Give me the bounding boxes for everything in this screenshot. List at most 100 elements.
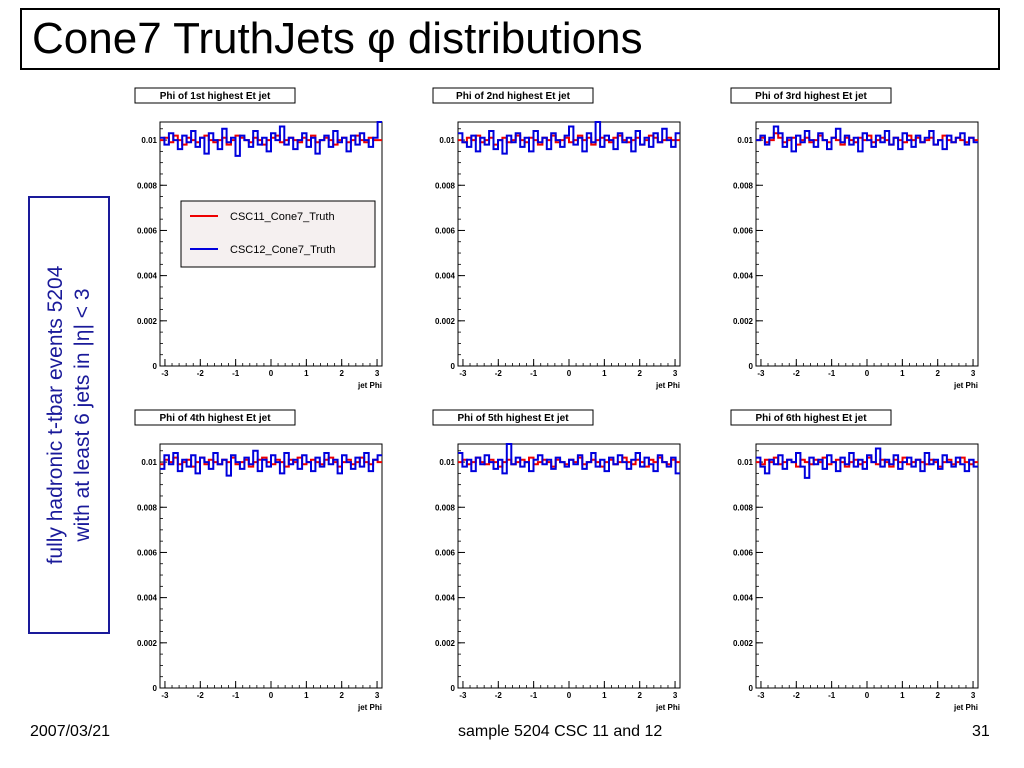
footer-page-number: 31 <box>972 723 990 740</box>
x-tick-label: 0 <box>269 369 274 378</box>
plot-frame <box>159 443 383 689</box>
side-caption: fully hadronic t-tbar events 5204 with a… <box>42 195 96 635</box>
histogram-1: Phi of 1st highest Et jet 0 0.002 0.004 0.00… <box>134 87 383 390</box>
histogram-2: Phi of 2nd highest Et jet 0 0.002 0.004 0.00… <box>432 87 681 390</box>
y-tick-label: 0.01 <box>141 458 157 467</box>
x-tick-label: -3 <box>757 691 765 700</box>
x-tick-label: 0 <box>865 369 870 378</box>
plot-frame <box>457 121 681 367</box>
slide-title: Cone7 TruthJets φ distributions <box>32 14 643 63</box>
x-tick-label: -3 <box>161 369 169 378</box>
x-tick-label: -3 <box>161 691 169 700</box>
y-tick-label: 0 <box>749 684 754 693</box>
x-tick-label: -1 <box>828 691 836 700</box>
y-tick-label: 0.002 <box>435 317 456 326</box>
side-caption-box: fully hadronic t-tbar events 5204 with a… <box>28 196 110 634</box>
y-tick-label: 0.006 <box>435 226 456 235</box>
x-tick-label: -3 <box>757 369 765 378</box>
x-tick-label: 0 <box>567 369 572 378</box>
y-tick-label: 0.006 <box>435 548 456 557</box>
y-tick-label: 0.008 <box>435 181 456 190</box>
side-caption-line-1: fully hadronic t-tbar events 5204 <box>44 265 67 565</box>
x-tick-label: 3 <box>673 369 678 378</box>
y-tick-label: 0.01 <box>141 136 157 145</box>
x-axis-label: jet Phi <box>655 381 680 390</box>
y-tick-label: 0.008 <box>137 503 158 512</box>
legend-label: CSC11_Cone7_Truth <box>230 211 335 223</box>
chart-title-box <box>134 87 296 104</box>
x-axis-label: jet Phi <box>953 703 978 712</box>
chart-title-box <box>134 409 296 426</box>
y-tick-label: 0.008 <box>733 181 754 190</box>
legend-box <box>180 200 376 268</box>
histogram-3: Phi of 3rd highest Et jet 0 0.002 0.004 0.00… <box>730 87 979 390</box>
y-tick-label: 0.002 <box>137 639 158 648</box>
y-tick-label: 0.002 <box>137 317 158 326</box>
histogram-series-2 <box>756 125 978 153</box>
plot-frame <box>457 443 681 689</box>
y-tick-label: 0.006 <box>733 226 754 235</box>
y-tick-label: 0.006 <box>137 548 158 557</box>
histogram-5: Phi of 5th highest Et jet 0 0.002 0.004 0.00… <box>432 409 681 712</box>
chart-panel-5: Phi of 5th highest Et jet 0 0.002 0.004 0.00… <box>408 404 708 734</box>
y-tick-label: 0.008 <box>137 181 158 190</box>
chart-title: Phi of 1st highest Et jet <box>160 91 271 102</box>
plot-frame <box>755 121 979 367</box>
y-tick-label: 0.01 <box>737 136 753 145</box>
y-tick-label: 0 <box>749 362 754 371</box>
x-tick-label: 1 <box>304 369 309 378</box>
x-tick-label: 2 <box>637 369 642 378</box>
chart-panel-3: Phi of 3rd highest Et jet 0 0.002 0.004 0.00… <box>706 82 1006 412</box>
y-tick-label: 0.01 <box>439 136 455 145</box>
x-tick-label: 1 <box>304 691 309 700</box>
chart-panel-6: Phi of 6th highest Et jet 0 0.002 0.004 0.00… <box>706 404 1006 734</box>
x-tick-label: -1 <box>530 691 538 700</box>
legend-label: CSC12_Cone7_Truth <box>230 244 335 256</box>
x-tick-label: 3 <box>375 369 380 378</box>
x-tick-label: 2 <box>637 691 642 700</box>
y-tick-label: 0.004 <box>137 272 158 281</box>
x-tick-label: -1 <box>232 691 240 700</box>
x-tick-label: -2 <box>197 369 205 378</box>
chart-title: Phi of 6th highest Et jet <box>755 413 867 424</box>
plot-frame <box>755 443 979 689</box>
histogram-series-2 <box>756 447 978 479</box>
x-tick-label: 2 <box>339 691 344 700</box>
x-tick-label: 3 <box>971 691 976 700</box>
x-tick-label: -1 <box>828 369 836 378</box>
y-tick-label: 0.006 <box>137 226 158 235</box>
chart-title-box <box>730 409 892 426</box>
footer-date: 2007/03/21 <box>30 723 111 740</box>
legend: CSC11_Cone7_Truth CSC12_Cone7_Truth <box>180 200 376 268</box>
y-tick-label: 0.004 <box>733 272 754 281</box>
histogram-6: Phi of 6th highest Et jet 0 0.002 0.004 0.00… <box>730 409 979 712</box>
x-tick-label: -3 <box>459 691 467 700</box>
x-tick-label: 3 <box>375 691 380 700</box>
x-tick-label: 2 <box>935 369 940 378</box>
y-tick-label: 0.01 <box>737 458 753 467</box>
x-tick-label: 1 <box>900 369 905 378</box>
chart-title-box <box>432 409 594 426</box>
chart-title: Phi of 2nd highest Et jet <box>456 91 571 102</box>
histogram-series-2 <box>160 121 382 157</box>
chart-title: Phi of 5th highest Et jet <box>457 413 569 424</box>
y-tick-label: 0 <box>451 684 456 693</box>
x-tick-label: 2 <box>339 369 344 378</box>
chart-panel-4: Phi of 4th highest Et jet 0 0.002 0.004 0.00… <box>110 404 410 734</box>
x-tick-label: 1 <box>602 691 607 700</box>
footer-sample: sample 5204 CSC 11 and 12 <box>458 723 663 740</box>
x-tick-label: 0 <box>269 691 274 700</box>
histogram-4: Phi of 4th highest Et jet 0 0.002 0.004 0.00… <box>134 409 383 712</box>
y-tick-label: 0.008 <box>733 503 754 512</box>
side-caption-line-2: with at least 6 jets in |η| < 3 <box>71 288 94 542</box>
x-axis-label: jet Phi <box>357 381 382 390</box>
x-tick-label: -2 <box>495 691 503 700</box>
x-tick-label: -2 <box>495 369 503 378</box>
y-tick-label: 0.004 <box>435 594 456 603</box>
histogram-series-2 <box>458 121 680 155</box>
x-tick-label: -1 <box>232 369 240 378</box>
x-axis-label: jet Phi <box>655 703 680 712</box>
x-tick-label: -2 <box>793 369 801 378</box>
chart-title: Phi of 4th highest Et jet <box>159 413 271 424</box>
y-tick-label: 0.004 <box>435 272 456 281</box>
